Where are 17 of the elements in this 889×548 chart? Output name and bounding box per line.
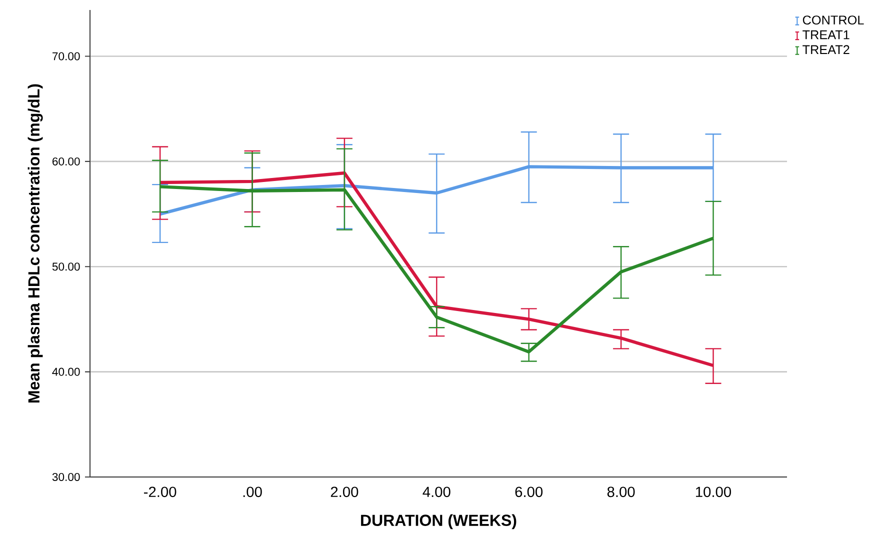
y-tick-label: 50.00 [52,262,80,271]
y-tick-label: 30.00 [52,472,80,481]
legend-label: TREAT1 [802,30,850,40]
x-tick-label: 6.00 [515,486,543,498]
legend-label: CONTROL [802,16,864,25]
x-tick-label: 8.00 [607,486,635,498]
y-tick-label: 60.00 [52,157,80,166]
y-axis-title: Mean plasma HDLc concentration (mg/dL) [28,84,43,402]
x-tick-label: -2.00 [144,486,176,498]
x-tick-label: 10.00 [696,486,732,498]
x-tick-label: 4.00 [422,486,450,498]
x-tick-label: 2.00 [330,486,358,498]
y-tick-label: 40.00 [52,368,80,376]
x-axis-title: DURATION (WEEKS) [361,514,516,530]
y-tick-label: 70.00 [52,52,80,60]
legend-label: TREAT2 [802,45,850,54]
x-tick-label: .00 [243,486,262,498]
